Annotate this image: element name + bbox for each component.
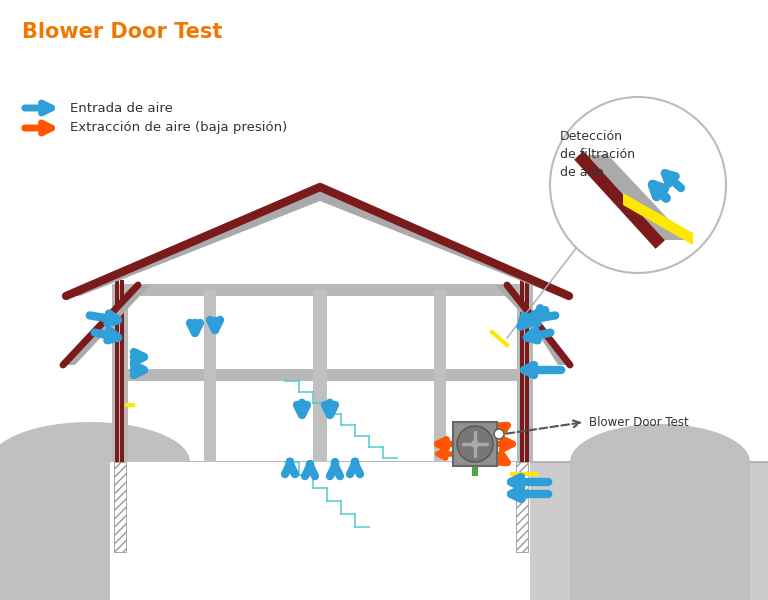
Circle shape <box>457 426 493 462</box>
Bar <box>472 426 478 476</box>
Polygon shape <box>0 422 190 600</box>
Bar <box>112 290 128 462</box>
Bar <box>120 280 124 462</box>
Bar <box>115 280 119 462</box>
Circle shape <box>550 97 726 273</box>
Circle shape <box>471 440 479 448</box>
Bar <box>313 290 327 462</box>
Text: Blower Door Test: Blower Door Test <box>22 22 223 42</box>
Bar <box>112 284 533 296</box>
Bar <box>520 280 524 462</box>
Text: Extracción de aire (baja presión): Extracción de aire (baja presión) <box>70 121 287 134</box>
Bar <box>453 422 497 466</box>
Polygon shape <box>63 285 150 365</box>
Bar <box>110 462 530 600</box>
Circle shape <box>494 429 504 439</box>
Polygon shape <box>578 155 688 240</box>
Text: Blower Door Test: Blower Door Test <box>589 415 689 428</box>
Bar <box>517 290 533 462</box>
Polygon shape <box>0 462 768 600</box>
Bar <box>434 290 446 462</box>
Bar <box>525 280 529 462</box>
Polygon shape <box>495 285 570 365</box>
Text: Detección
de filtración
de aire: Detección de filtración de aire <box>560 130 635 179</box>
Bar <box>112 369 533 381</box>
Bar <box>114 462 126 552</box>
Bar <box>516 462 528 552</box>
Text: Entrada de aire: Entrada de aire <box>70 101 173 115</box>
Bar <box>204 290 216 462</box>
Polygon shape <box>623 193 693 245</box>
Polygon shape <box>570 424 750 600</box>
Polygon shape <box>66 187 569 296</box>
